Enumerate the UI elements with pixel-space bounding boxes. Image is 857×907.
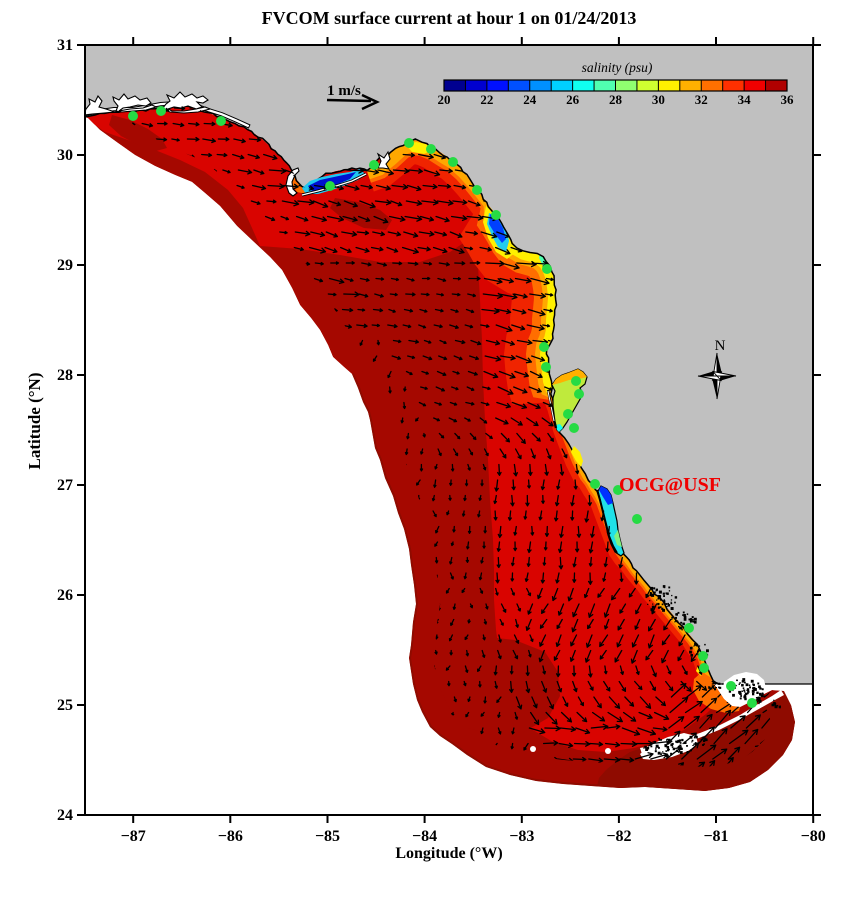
svg-text:salinity (psu): salinity (psu) (582, 60, 653, 75)
svg-text:20: 20 (438, 92, 451, 107)
svg-text:25: 25 (57, 697, 73, 714)
svg-text:30: 30 (652, 92, 665, 107)
svg-text:1 m/s: 1 m/s (327, 83, 361, 99)
svg-text:28: 28 (57, 367, 73, 384)
svg-text:36: 36 (781, 92, 795, 107)
svg-text:34: 34 (738, 92, 752, 107)
svg-text:27: 27 (57, 477, 73, 494)
svg-text:−84: −84 (412, 828, 437, 845)
svg-text:32: 32 (695, 92, 708, 107)
svg-text:FVCOM surface current at hour: FVCOM surface current at hour 1 on 01/24… (262, 8, 637, 28)
svg-text:22: 22 (480, 92, 493, 107)
svg-text:OCG@USF: OCG@USF (619, 474, 721, 496)
svg-text:N: N (715, 338, 726, 354)
svg-text:26: 26 (566, 92, 580, 107)
svg-text:−81: −81 (703, 828, 728, 845)
svg-text:24: 24 (523, 92, 537, 107)
svg-text:−87: −87 (121, 828, 146, 845)
svg-text:Latitude (°N): Latitude (°N) (25, 373, 44, 470)
svg-text:Longitude (°W): Longitude (°W) (395, 845, 502, 862)
svg-text:28: 28 (609, 92, 623, 107)
svg-text:−80: −80 (801, 828, 826, 845)
svg-text:−82: −82 (606, 828, 631, 845)
svg-text:29: 29 (57, 257, 73, 274)
svg-text:−83: −83 (509, 828, 534, 845)
svg-text:30: 30 (57, 147, 73, 164)
svg-text:26: 26 (57, 587, 73, 604)
svg-text:−85: −85 (315, 828, 340, 845)
svg-text:24: 24 (57, 807, 73, 824)
svg-text:−86: −86 (218, 828, 243, 845)
svg-text:31: 31 (57, 37, 73, 54)
